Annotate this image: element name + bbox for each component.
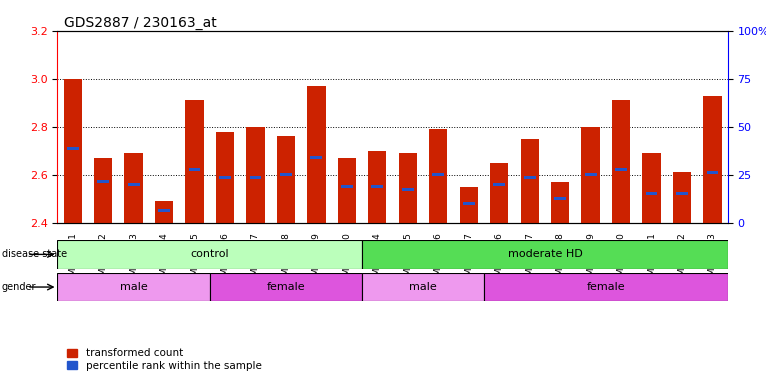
Bar — [429, 129, 447, 223]
Text: male: male — [409, 282, 437, 292]
Bar — [402, 187, 414, 191]
Bar — [155, 201, 173, 223]
Bar — [277, 136, 295, 223]
Bar — [219, 175, 231, 179]
Bar — [67, 147, 79, 150]
Bar — [372, 185, 383, 188]
Bar — [188, 168, 201, 172]
Bar — [463, 202, 475, 205]
Bar — [216, 132, 234, 223]
Bar — [490, 163, 509, 223]
Bar — [460, 187, 478, 223]
Bar — [584, 173, 597, 176]
Bar — [94, 158, 113, 223]
Bar — [493, 183, 505, 186]
Bar — [551, 182, 569, 223]
Bar — [581, 127, 600, 223]
Text: gender: gender — [2, 282, 36, 292]
Text: moderate HD: moderate HD — [508, 249, 582, 260]
Bar — [124, 153, 142, 223]
Bar — [64, 79, 82, 223]
Bar — [703, 96, 722, 223]
Bar — [57, 240, 362, 269]
Bar — [706, 171, 719, 174]
Bar — [521, 139, 538, 223]
Text: female: female — [267, 282, 306, 292]
Bar — [57, 273, 210, 301]
Text: GDS2887 / 230163_at: GDS2887 / 230163_at — [64, 16, 217, 30]
Bar — [247, 127, 264, 223]
Bar — [673, 172, 691, 223]
Bar — [97, 180, 109, 184]
Bar — [310, 156, 322, 159]
Text: control: control — [191, 249, 229, 260]
Bar — [362, 240, 728, 269]
Bar — [210, 273, 362, 301]
Bar — [362, 273, 484, 301]
Bar — [307, 86, 326, 223]
Bar — [398, 153, 417, 223]
Bar — [484, 273, 728, 301]
Bar — [158, 209, 170, 212]
Bar — [250, 175, 261, 179]
Legend: transformed count, percentile rank within the sample: transformed count, percentile rank withi… — [63, 344, 266, 375]
Bar — [128, 183, 139, 186]
Bar — [554, 197, 566, 200]
Bar — [643, 153, 660, 223]
Text: female: female — [587, 282, 625, 292]
Bar — [524, 175, 535, 179]
Bar — [280, 173, 292, 176]
Bar — [341, 185, 353, 188]
Bar — [368, 151, 387, 223]
Bar — [185, 100, 204, 223]
Bar — [676, 192, 688, 195]
Text: disease state: disease state — [2, 249, 67, 259]
Text: male: male — [119, 282, 148, 292]
Bar — [338, 158, 356, 223]
Bar — [432, 173, 444, 176]
Bar — [646, 192, 657, 195]
Bar — [612, 100, 630, 223]
Bar — [615, 168, 627, 172]
